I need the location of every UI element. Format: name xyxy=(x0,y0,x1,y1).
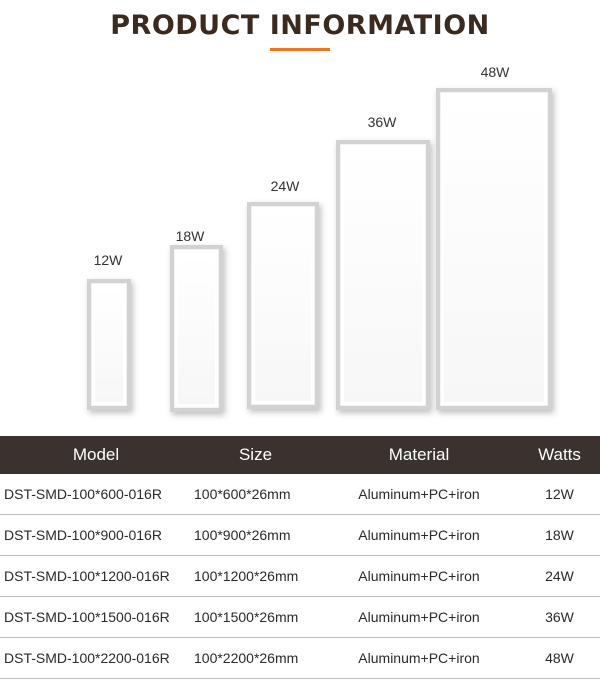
cell-watts: 48W xyxy=(519,637,600,679)
table-row: DST-SMD-100*1500-016R 100*1500*26mm Alum… xyxy=(0,596,600,638)
cell-size: 100*600*26mm xyxy=(192,474,319,515)
cell-material: Aluminum+PC+iron xyxy=(319,596,519,638)
panel-label-48w: 48W xyxy=(480,64,510,80)
cell-model: DST-SMD-100*2200-016R xyxy=(0,637,192,679)
cell-model: DST-SMD-100*600-016R xyxy=(0,474,192,515)
panel-image-12w xyxy=(87,279,131,410)
table-row: DST-SMD-100*600-016R 100*600*26mm Alumin… xyxy=(0,474,600,515)
page-title: PRODUCT INFORMATION xyxy=(110,10,490,41)
table-row: DST-SMD-100*2200-016R 100*2200*26mm Alum… xyxy=(0,637,600,679)
cell-material: Aluminum+PC+iron xyxy=(319,474,519,515)
panel-image-36w xyxy=(336,140,430,410)
cell-material: Aluminum+PC+iron xyxy=(319,514,519,556)
table-row: DST-SMD-100*1200-016R 100*1200*26mm Alum… xyxy=(0,555,600,597)
header-watts: Watts xyxy=(538,445,581,464)
cell-material: Aluminum+PC+iron xyxy=(319,637,519,679)
cell-model: DST-SMD-100*1200-016R xyxy=(0,555,192,597)
header-material: Material xyxy=(388,445,450,464)
header-size: Size xyxy=(238,445,273,464)
cell-size: 100*1200*26mm xyxy=(192,555,319,597)
cell-model: DST-SMD-100*1500-016R xyxy=(0,596,192,638)
panel-label-24w: 24W xyxy=(270,178,300,194)
panel-label-12w: 12W xyxy=(93,252,123,268)
cell-model: DST-SMD-100*900-016R xyxy=(0,514,192,556)
panel-image-48w xyxy=(436,88,552,410)
cell-size: 100*1500*26mm xyxy=(192,596,319,638)
panel-label-36w: 36W xyxy=(367,114,397,130)
cell-size: 100*2200*26mm xyxy=(192,637,319,679)
table-header-row: Model Size Material Watts xyxy=(0,436,600,474)
cell-size: 100*900*26mm xyxy=(192,514,319,556)
product-table: Model Size Material Watts DST-SMD-100*60… xyxy=(0,436,600,679)
cell-material: Aluminum+PC+iron xyxy=(319,555,519,597)
panel-image-18w xyxy=(170,245,223,412)
cell-watts: 24W xyxy=(519,555,600,597)
panel-label-18w: 18W xyxy=(175,228,205,244)
panel-image-24w xyxy=(247,202,319,409)
cell-watts: 12W xyxy=(519,474,600,515)
cell-watts: 36W xyxy=(519,596,600,638)
title-underline xyxy=(270,48,330,51)
table-row: DST-SMD-100*900-016R 100*900*26mm Alumin… xyxy=(0,514,600,556)
cell-watts: 18W xyxy=(519,514,600,556)
header-model: Model xyxy=(72,445,120,464)
